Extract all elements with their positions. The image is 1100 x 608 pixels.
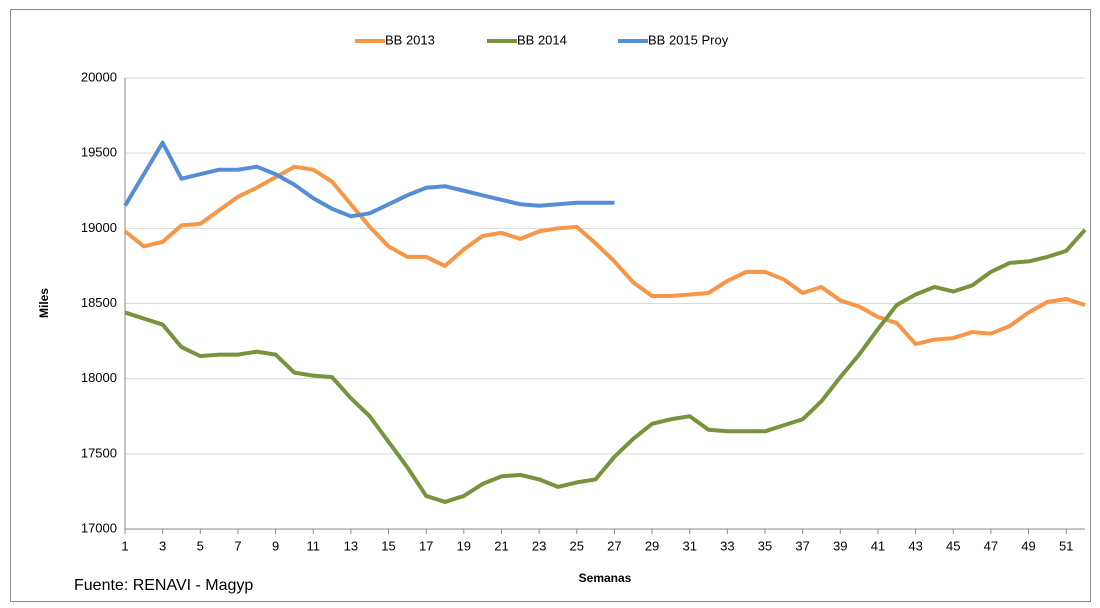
x-tick-label: 25: [570, 538, 584, 553]
x-axis-title: Semanas: [579, 571, 632, 585]
series-line: [124, 228, 1087, 504]
x-tick-label: 3: [159, 538, 166, 553]
x-tick-label: 45: [946, 538, 960, 553]
x-tick-label: 35: [758, 538, 772, 553]
x-tick-label: 1: [121, 538, 128, 553]
x-tick-label: 17: [419, 538, 433, 553]
x-tick-label: 29: [645, 538, 659, 553]
x-tick-label: 39: [833, 538, 847, 553]
x-tick-label: 27: [607, 538, 621, 553]
series-line: [123, 164, 1086, 347]
legend-label: BB 2015 Proy: [648, 32, 729, 47]
x-tick-label: 9: [272, 538, 279, 553]
x-tick-label: 23: [532, 538, 546, 553]
x-tick-label: 31: [682, 538, 696, 553]
x-tick-label: 13: [344, 538, 358, 553]
series-line: [123, 140, 615, 219]
y-tick-label: 18500: [81, 295, 117, 310]
x-tick-label: 19: [457, 538, 471, 553]
x-tick-label: 41: [871, 538, 885, 553]
x-tick-label: 11: [306, 538, 320, 553]
legend-label: BB 2014: [517, 32, 567, 47]
y-tick-label: 19000: [81, 220, 117, 235]
x-tick-label: 47: [984, 538, 998, 553]
x-tick-label: 51: [1059, 538, 1073, 553]
y-tick-label: 17500: [81, 445, 117, 460]
legend-label: BB 2013: [385, 32, 435, 47]
x-tick-label: 5: [197, 538, 204, 553]
y-tick-label: 19500: [81, 145, 117, 160]
x-tick-label: 49: [1021, 538, 1035, 553]
x-tick-label: 37: [795, 538, 809, 553]
y-axis-title: Miles: [37, 288, 51, 318]
y-tick-label: 18000: [81, 370, 117, 385]
chart-border: [10, 9, 1091, 602]
source-note: Fuente: RENAVI - Magyp: [74, 577, 253, 594]
x-tick-label: 7: [234, 538, 241, 553]
x-tick-label: 33: [720, 538, 734, 553]
x-tick-label: 15: [381, 538, 395, 553]
x-tick-label: 21: [494, 538, 508, 553]
x-tick-label: 43: [908, 538, 922, 553]
y-tick-label: 17000: [81, 520, 117, 535]
y-tick-label: 20000: [81, 69, 117, 84]
